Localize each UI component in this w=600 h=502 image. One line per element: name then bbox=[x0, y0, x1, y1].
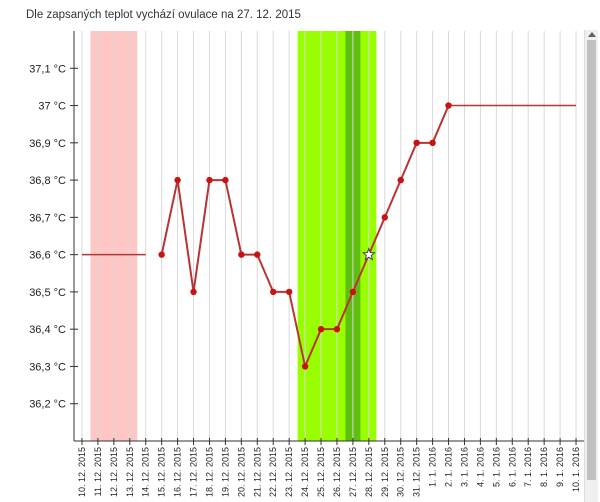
data-point bbox=[238, 251, 245, 258]
x-tick-label: 3. 1. 2016 bbox=[459, 447, 469, 487]
data-point bbox=[445, 102, 452, 109]
data-point bbox=[349, 288, 357, 296]
x-tick-label: 24. 12. 2015 bbox=[300, 447, 310, 497]
y-tick-label: 36,6 °C bbox=[29, 250, 66, 262]
vertical-scrollbar[interactable] bbox=[584, 30, 598, 502]
x-tick-label: 9. 1. 2016 bbox=[555, 447, 565, 487]
x-tick-label: 27. 12. 2015 bbox=[348, 447, 358, 497]
x-tick-label: 6. 1. 2016 bbox=[507, 447, 517, 487]
y-tick-label: 37,1 °C bbox=[29, 63, 66, 75]
series-points bbox=[158, 102, 452, 370]
y-tick-label: 36,3 °C bbox=[29, 361, 66, 373]
x-tick-label: 23. 12. 2015 bbox=[284, 447, 294, 497]
data-point bbox=[254, 251, 261, 258]
series-line bbox=[160, 105, 450, 368]
x-tick-label: 16. 12. 2015 bbox=[173, 447, 183, 497]
y-tick-label: 37 °C bbox=[38, 101, 66, 113]
series-lines bbox=[81, 104, 577, 368]
y-axis-labels: 36,2 °C 36,3 °C 36,4 °C 36,5 °C 36,6 °C 36,7 … bbox=[29, 63, 66, 410]
data-point bbox=[222, 176, 229, 184]
data-point bbox=[429, 139, 436, 147]
y-tick-label: 36,7 °C bbox=[29, 212, 66, 224]
x-tick-label: 8. 1. 2016 bbox=[539, 447, 549, 487]
y-tick-label: 36,2 °C bbox=[29, 399, 66, 411]
x-tick-label: 20. 12. 2015 bbox=[236, 447, 246, 497]
x-tick-label: 10. 12. 2015 bbox=[77, 447, 87, 497]
scroll-up-arrow-icon[interactable] bbox=[588, 32, 596, 37]
x-tick-label: 21. 12. 2015 bbox=[252, 447, 262, 497]
chart-bands bbox=[90, 31, 377, 441]
x-tick-label: 30. 12. 2015 bbox=[396, 447, 406, 497]
x-tick-label: 28. 12. 2015 bbox=[364, 447, 374, 497]
x-tick-label: 18. 12. 2015 bbox=[204, 447, 214, 497]
y-tick-label: 36,4 °C bbox=[29, 324, 66, 336]
data-point bbox=[397, 176, 404, 184]
x-tick-label: 15. 12. 2015 bbox=[157, 447, 167, 497]
data-point bbox=[333, 325, 341, 333]
temperature-chart: 36,2 °C 36,3 °C 36,4 °C 36,5 °C 36,6 °C 36,7 … bbox=[29, 31, 584, 497]
x-tick-label: 29. 12. 2015 bbox=[380, 447, 390, 497]
y-tick-label: 36,9 °C bbox=[29, 138, 66, 150]
ovulation-marker bbox=[361, 247, 376, 261]
data-point bbox=[317, 325, 325, 333]
y-tick-label: 36,8 °C bbox=[29, 175, 66, 187]
x-tick-label: 13. 12. 2015 bbox=[125, 447, 135, 497]
x-tick-label: 10. 1. 2016 bbox=[571, 447, 581, 492]
chart-grid bbox=[81, 31, 577, 441]
data-point bbox=[174, 176, 181, 184]
x-tick-label: 11. 12. 2015 bbox=[93, 447, 103, 496]
data-point bbox=[270, 288, 277, 296]
x-tick-label: 17. 12. 2015 bbox=[189, 447, 199, 497]
data-point bbox=[285, 288, 293, 296]
x-tick-label: 4. 1. 2016 bbox=[475, 447, 485, 487]
x-tick-label: 1. 1. 2016 bbox=[428, 447, 438, 487]
x-tick-label: 14. 12. 2015 bbox=[141, 447, 151, 497]
data-point bbox=[206, 176, 213, 184]
chart-axes bbox=[70, 31, 584, 445]
data-point bbox=[413, 139, 420, 147]
x-tick-label: 22. 12. 2015 bbox=[268, 447, 278, 497]
data-point bbox=[381, 214, 388, 221]
scroll-thumb[interactable] bbox=[587, 40, 596, 480]
x-tick-label: 2. 1. 2016 bbox=[444, 447, 454, 487]
x-tick-label: 26. 12. 2015 bbox=[332, 447, 342, 497]
chart-caption: Dle zapsaných teplot vychází ovulace na … bbox=[26, 9, 301, 21]
y-tick-label: 36,5 °C bbox=[29, 287, 66, 299]
x-tick-label: 19. 12. 2015 bbox=[220, 447, 230, 497]
star-icon bbox=[361, 247, 376, 261]
x-tick-label: 31. 12. 2015 bbox=[412, 447, 422, 497]
x-axis-labels: 10. 12. 2015 11. 12. 2015 12. 12. 2015 13. … bbox=[77, 447, 581, 497]
data-point bbox=[190, 288, 197, 296]
x-tick-label: 12. 12. 2015 bbox=[109, 447, 119, 497]
x-tick-label: 7. 1. 2016 bbox=[523, 447, 533, 487]
x-tick-label: 25. 12. 2015 bbox=[316, 447, 326, 497]
data-point bbox=[158, 251, 165, 258]
data-point bbox=[301, 363, 309, 370]
x-tick-label: 5. 1. 2016 bbox=[491, 447, 501, 487]
